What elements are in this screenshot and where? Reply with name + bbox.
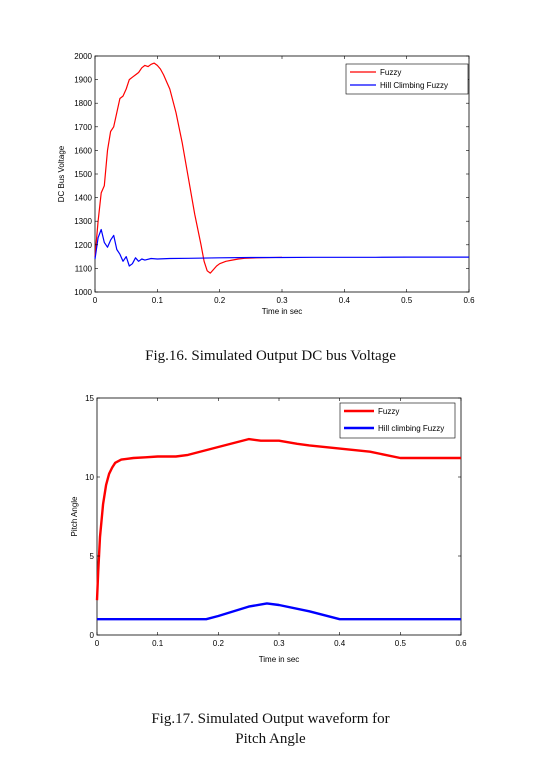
y-tick-label: 1100	[75, 264, 93, 273]
fig17-caption-line2: Pitch Angle	[235, 731, 306, 747]
x-tick-label: 0.6	[463, 296, 475, 305]
x-tick-label: 0.6	[455, 639, 467, 648]
x-tick-label: 0.5	[395, 639, 407, 648]
legend-box	[345, 63, 469, 95]
x-tick-label: 0.1	[152, 639, 164, 648]
chart-1: 0 0.1 0.2 0.3 0.4 0.5 0.6 1000 1100 1200 1300 1400 1…	[57, 52, 475, 316]
x-tick-label: 0.3	[273, 639, 285, 648]
plot-area	[94, 55, 470, 293]
chart-2: 0 0.1 0.2 0.3 0.4 0.5 0.6 0 5 10 15 Time in sec Pitc…	[70, 394, 467, 664]
x-tick-label: 0.4	[339, 296, 351, 305]
x-axis-label: Time in sec	[262, 307, 303, 316]
y-tick-label: 2000	[74, 52, 92, 61]
y-tick-label: 1600	[74, 146, 92, 155]
y-tick-label: 10	[85, 473, 94, 482]
legend: Fuzzy Hill climbing Fuzzy	[339, 402, 456, 439]
series-line-1	[94, 62, 283, 274]
y-tick-label: 1000	[74, 288, 92, 297]
y-tick-label: 0	[90, 631, 95, 640]
legend-label-1: Fuzzy	[380, 68, 401, 77]
x-axis-label: Time in sec	[259, 655, 300, 664]
y-tick-label: 1200	[74, 241, 92, 250]
fig17-caption-line1: Fig.17. Simulated Output waveform for	[151, 711, 390, 727]
y-tick-label: 5	[90, 552, 95, 561]
x-tick-label: 0.2	[214, 296, 226, 305]
x-tick-label: 0	[95, 639, 100, 648]
y-axis-label: DC Bus Voltage	[57, 145, 66, 202]
y-tick-label: 1800	[74, 99, 92, 108]
x-tick-label: 0.5	[401, 296, 413, 305]
series-line-2	[94, 228, 469, 267]
x-tick-label: 0.2	[213, 639, 225, 648]
y-tick-label: 15	[85, 394, 94, 403]
series-line-2	[97, 602, 461, 621]
legend-label-2: Hill climbing Fuzzy	[378, 424, 444, 433]
x-tick-label: 0.1	[152, 296, 164, 305]
y-tick-label: 1900	[74, 76, 92, 85]
y-tick-label: 1300	[74, 217, 92, 226]
series-line-1	[95, 437, 461, 601]
legend-label-1: Fuzzy	[378, 407, 399, 416]
legend: Fuzzy Hill Climbing Fuzzy	[345, 63, 469, 95]
y-axis-label: Pitch Angle	[70, 496, 79, 537]
y-tick-label: 1400	[74, 194, 92, 203]
x-tick-label: 0.4	[334, 639, 346, 648]
x-tick-label: 0	[93, 296, 98, 305]
y-tick-label: 1500	[74, 170, 92, 179]
legend-box	[339, 402, 456, 439]
legend-label-2: Hill Climbing Fuzzy	[380, 81, 448, 90]
fig16-caption: Fig.16. Simulated Output DC bus Voltage	[145, 348, 396, 364]
x-tick-label: 0.3	[276, 296, 288, 305]
y-tick-label: 1700	[74, 123, 92, 132]
